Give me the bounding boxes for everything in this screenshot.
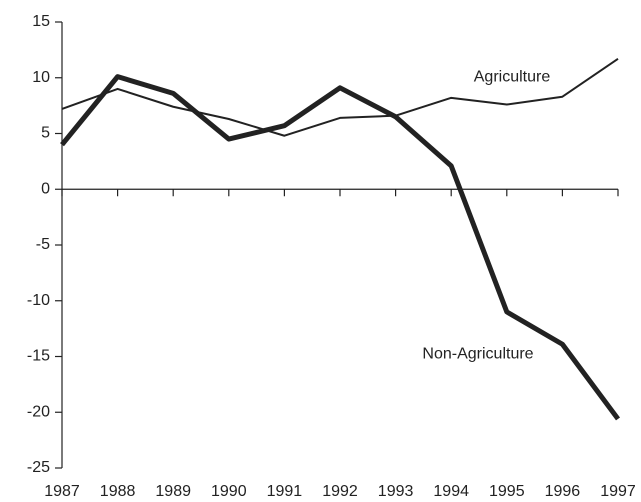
y-tick-label: -5 — [36, 236, 50, 253]
x-tick-label: 1992 — [322, 483, 358, 500]
x-tick-label: 1995 — [489, 483, 525, 500]
x-tick-label: 1989 — [155, 483, 191, 500]
x-tick-label: 1987 — [44, 483, 80, 500]
x-tick-label: 1996 — [545, 483, 581, 500]
y-tick-label: 0 — [41, 180, 50, 197]
y-tick-label: -20 — [27, 403, 50, 420]
x-tick-label: 1991 — [267, 483, 303, 500]
y-tick-label: -25 — [27, 459, 50, 476]
y-tick-label: -10 — [27, 292, 50, 309]
y-tick-label: -15 — [27, 348, 50, 365]
x-tick-label: 1994 — [433, 483, 469, 500]
line-series — [60, 74, 621, 421]
y-tick-label: 15 — [32, 13, 50, 30]
x-tick-label: 1997 — [600, 483, 636, 500]
series-label: Agriculture — [474, 68, 551, 85]
x-tick-label: 1988 — [100, 483, 136, 500]
x-tick-label: 1990 — [211, 483, 247, 500]
x-tick-label: 1993 — [378, 483, 414, 500]
y-tick-label: 5 — [41, 125, 50, 142]
y-tick-label: 10 — [32, 69, 50, 86]
line-series — [61, 57, 619, 137]
series-label: Non-Agriculture — [422, 345, 533, 362]
